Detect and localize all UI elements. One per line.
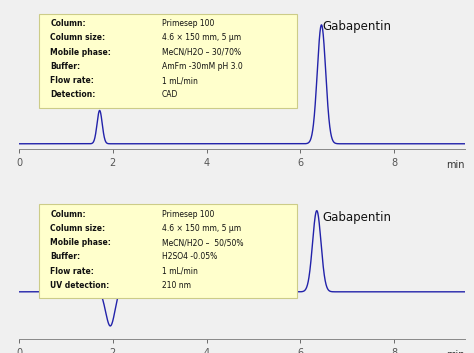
Text: CAD: CAD bbox=[162, 90, 178, 100]
Text: MeCN/H2O –  50/50%: MeCN/H2O – 50/50% bbox=[162, 238, 243, 247]
Text: Detection:: Detection: bbox=[50, 90, 96, 100]
Text: Mobile phase:: Mobile phase: bbox=[50, 48, 111, 57]
Text: Buffer:: Buffer: bbox=[50, 252, 80, 261]
Text: Column size:: Column size: bbox=[50, 34, 105, 42]
FancyBboxPatch shape bbox=[39, 204, 298, 298]
Text: 4.6 × 150 mm, 5 μm: 4.6 × 150 mm, 5 μm bbox=[162, 34, 241, 42]
Text: MeCN/H2O – 30/70%: MeCN/H2O – 30/70% bbox=[162, 48, 241, 57]
Text: Column:: Column: bbox=[50, 19, 86, 28]
Text: 4.6 × 150 mm, 5 μm: 4.6 × 150 mm, 5 μm bbox=[162, 224, 241, 233]
Text: Gabapentin: Gabapentin bbox=[322, 20, 391, 33]
Text: min: min bbox=[446, 350, 465, 353]
Text: Gabapentin: Gabapentin bbox=[322, 211, 391, 223]
Text: H2SO4 -0.05%: H2SO4 -0.05% bbox=[162, 252, 217, 261]
Text: Primesep 100: Primesep 100 bbox=[162, 210, 214, 219]
FancyBboxPatch shape bbox=[39, 14, 298, 108]
Text: AmFm -30mM pH 3.0: AmFm -30mM pH 3.0 bbox=[162, 62, 242, 71]
Text: UV detection:: UV detection: bbox=[50, 281, 109, 290]
Text: Column size:: Column size: bbox=[50, 224, 105, 233]
Text: Flow rate:: Flow rate: bbox=[50, 267, 94, 276]
Text: 210 nm: 210 nm bbox=[162, 281, 191, 290]
Text: Column:: Column: bbox=[50, 210, 86, 219]
Text: 1 mL/min: 1 mL/min bbox=[162, 267, 197, 276]
Text: min: min bbox=[446, 160, 465, 169]
Text: Mobile phase:: Mobile phase: bbox=[50, 238, 111, 247]
Text: 1 mL/min: 1 mL/min bbox=[162, 76, 197, 85]
Text: Primesep 100: Primesep 100 bbox=[162, 19, 214, 28]
Text: Buffer:: Buffer: bbox=[50, 62, 80, 71]
Text: Flow rate:: Flow rate: bbox=[50, 76, 94, 85]
